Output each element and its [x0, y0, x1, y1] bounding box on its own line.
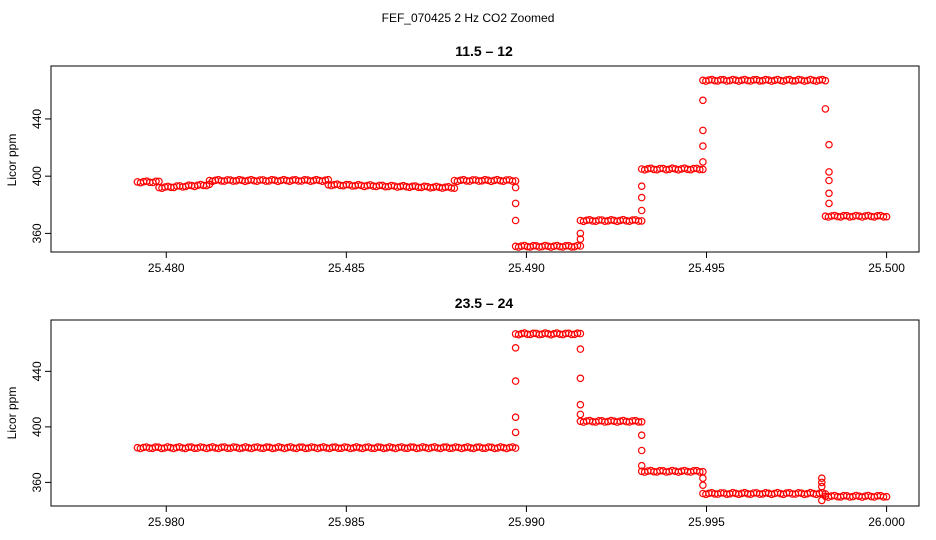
panel-1-transition-point [637, 206, 646, 215]
panel-2-transition-point [576, 345, 585, 353]
panel-1-transition-point [825, 189, 833, 198]
panel-1-ytick-label: 360 [30, 223, 44, 243]
panel-1-points [133, 75, 891, 251]
panel-1-data-point [450, 184, 459, 193]
panel-2-xtick-label: 25.990 [508, 515, 545, 529]
panel-1-data-point [699, 165, 707, 174]
panel-1-data-point [508, 177, 517, 185]
panel-1-transition-point [699, 96, 707, 105]
panel-2-data-point [634, 418, 643, 426]
panel-1-transition-point [576, 229, 585, 238]
panel-2-transition-point [576, 400, 585, 409]
panel-2-points [133, 329, 891, 505]
panel-1-transition-point [511, 216, 520, 225]
panel-2: 23.5 – 24 Licor ppm 25.980 25.985 25.990 25… [5, 295, 920, 529]
panel-1-xtick-label: 25.480 [148, 261, 185, 275]
panel-2-transition-point [817, 496, 826, 505]
panel-2-data-point [879, 493, 888, 501]
panel-2-transition-point [576, 374, 585, 383]
figure-suptitle: FEF_070425 2 Hz CO2 Zoomed [382, 11, 555, 25]
panel-2-transition-point [511, 428, 520, 437]
panel-1-transition-point [576, 235, 585, 243]
panel-1-data-point [324, 175, 333, 184]
panel-2-xtick-label: 25.980 [148, 515, 185, 529]
panel-1-plot-frame [50, 65, 920, 253]
panel-1-data-point [634, 217, 643, 225]
panel-2-data-point [637, 417, 646, 426]
panel-2-plot-frame [50, 319, 920, 507]
panel-1-data-point [637, 217, 646, 225]
panel-1-x-axis: 25.480 25.485 25.490 25.495 25.500 [148, 252, 905, 275]
panel-1-data-point [882, 212, 891, 221]
panel-2-transition-point [576, 410, 585, 419]
panel-2-transition-point [637, 446, 646, 455]
panel-1-transition-point [637, 193, 646, 202]
panel-2-ytick-label: 440 [30, 361, 44, 381]
panel-1-data-point [447, 184, 456, 192]
panel-2-transition-point [817, 478, 826, 487]
panel-2-transition-point [637, 431, 646, 440]
panel-2-transition-point [817, 482, 826, 491]
panel-2-transition-point [511, 413, 520, 422]
panel-2-ytick-label: 360 [30, 472, 44, 492]
panel-1-ytick-label: 440 [30, 109, 44, 129]
panel-1-xtick-label: 25.495 [688, 261, 725, 275]
panel-1-ytick-label: 400 [30, 166, 44, 186]
panel-1-transition-point [825, 199, 833, 208]
panel-1-transition-point [699, 158, 707, 166]
panel-1-transition-point [699, 126, 707, 135]
panel-2-data-point [573, 329, 582, 338]
panel-1-transition-point [825, 140, 833, 149]
panel-2-transition-point [511, 343, 520, 352]
panel-1-title: 11.5 – 12 [455, 43, 513, 59]
panel-2-x-axis: 25.980 25.985 25.990 25.995 26.000 [148, 506, 905, 529]
panel-1-transition-point [825, 176, 833, 185]
panel-1-xtick-label: 25.490 [508, 261, 545, 275]
panel-1: 11.5 – 12 Licor ppm 25.480 25.485 25.490 25… [5, 43, 920, 275]
panel-1-data-point [573, 241, 582, 250]
panel-1-transition-point [511, 183, 520, 192]
panel-1-transition-point [511, 199, 520, 208]
panel-1-y-axis: 360 400 440 [30, 109, 51, 243]
panel-2-title: 23.5 – 24 [455, 295, 514, 311]
panel-1-transition-point [825, 168, 833, 176]
panel-2-transition-point [817, 474, 826, 483]
panel-2-xtick-label: 25.995 [688, 515, 725, 529]
panel-2-transition-point [511, 377, 520, 385]
panel-2-transition-point [699, 481, 707, 490]
panel-2-xtick-label: 25.985 [328, 515, 365, 529]
panel-1-xtick-label: 25.485 [328, 261, 365, 275]
panel-2-data-point [882, 492, 891, 501]
panel-1-ylabel: Licor ppm [5, 134, 19, 187]
panel-2-transition-point [699, 474, 707, 483]
panel-1-data-point [821, 76, 830, 85]
panel-2-data-point [511, 444, 520, 452]
panel-2-xtick-label: 26.000 [868, 515, 905, 529]
panel-1-transition-point [821, 105, 830, 113]
panel-2-data-point [695, 468, 704, 476]
panel-1-data-point [879, 213, 888, 221]
panel-2-y-axis: 360 400 440 [30, 361, 51, 492]
panel-1-data-point [152, 177, 160, 186]
panel-2-transition-point [637, 461, 646, 470]
panel-1-transition-point [637, 182, 646, 191]
panel-2-ytick-label: 400 [30, 417, 44, 437]
panel-1-xtick-label: 25.500 [868, 261, 905, 275]
panel-1-data-point [695, 165, 704, 174]
panel-1-transition-point [699, 142, 707, 150]
panel-2-ylabel: Licor ppm [5, 387, 19, 440]
panel-2-data-point [576, 329, 585, 338]
